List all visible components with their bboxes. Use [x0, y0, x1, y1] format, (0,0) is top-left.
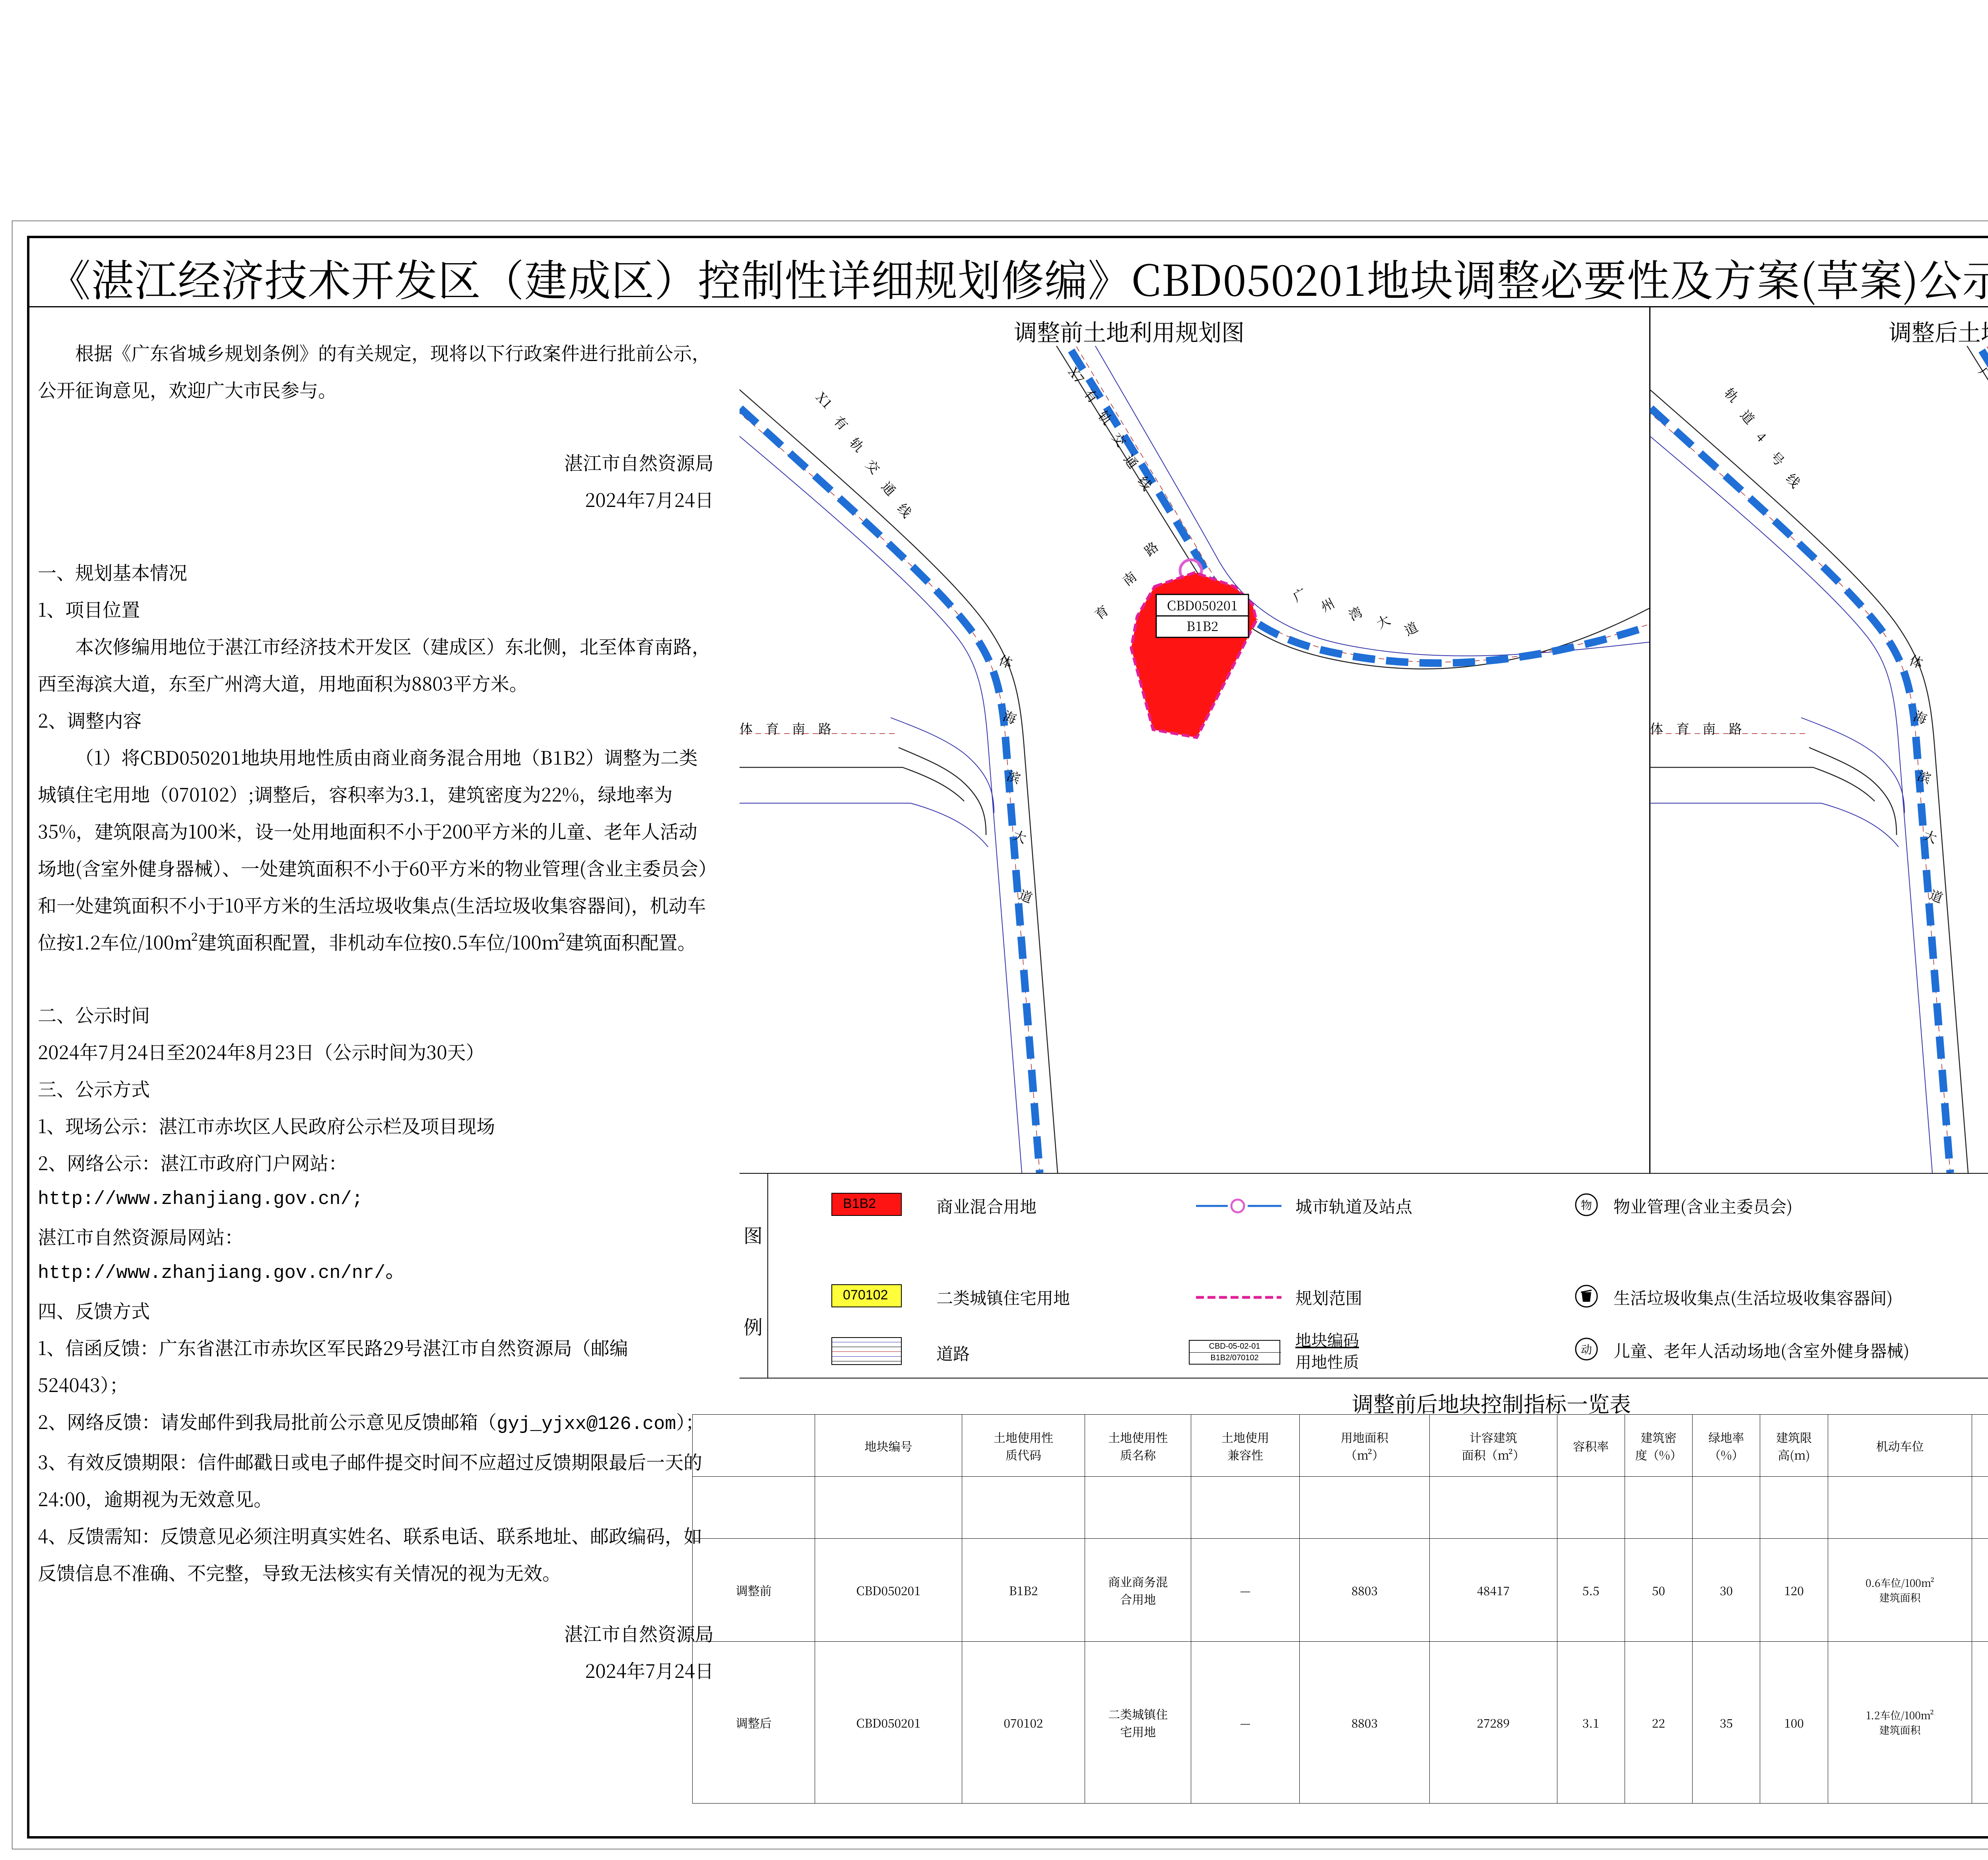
svg-text:通: 通	[878, 477, 901, 499]
svg-text:路: 路	[1140, 537, 1162, 560]
svg-text:体: 体	[997, 650, 1015, 672]
svg-text:物: 物	[1581, 1197, 1592, 1213]
svg-text:轨: 轨	[846, 433, 869, 456]
svg-text:B1B2: B1B2	[1186, 616, 1219, 635]
svg-text:广: 广	[1975, 363, 1988, 384]
svg-text:育: 育	[1090, 601, 1112, 623]
svg-text:动: 动	[1581, 1341, 1592, 1357]
svg-text:有: 有	[1080, 384, 1103, 406]
svg-text:道: 道	[1401, 617, 1421, 640]
svg-text:道: 道	[1737, 406, 1759, 428]
svg-text:线: 线	[1782, 469, 1805, 491]
svg-text:广: 广	[1289, 583, 1310, 606]
svg-text:州: 州	[1317, 593, 1338, 616]
svg-text:大: 大	[1373, 610, 1393, 633]
svg-text:4: 4	[1753, 427, 1771, 445]
svg-text:线: 线	[894, 499, 916, 521]
svg-text:交: 交	[862, 455, 885, 478]
svg-text:体 育 南 路: 体 育 南 路	[1650, 719, 1742, 738]
svg-text:X1: X1	[812, 388, 837, 412]
svg-text:有: 有	[830, 412, 853, 434]
svg-text:CBD050201: CBD050201	[1167, 596, 1238, 614]
svg-text:轨: 轨	[1721, 384, 1743, 406]
svg-text:体: 体	[1907, 650, 1926, 672]
svg-text:体 育 南 路: 体 育 南 路	[740, 719, 831, 738]
svg-text:X7: X7	[1064, 363, 1089, 387]
svg-text:湾: 湾	[1345, 602, 1365, 625]
svg-text:南: 南	[1118, 567, 1140, 590]
svg-text:号: 号	[1767, 447, 1789, 470]
